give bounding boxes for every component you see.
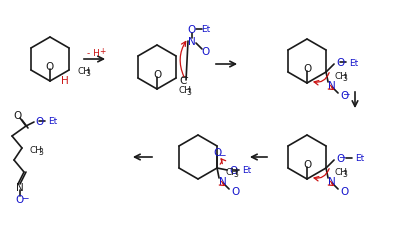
Text: CH: CH <box>30 146 43 155</box>
Text: O: O <box>303 159 311 169</box>
Text: H: H <box>61 76 69 86</box>
Text: O: O <box>201 47 209 57</box>
Text: O: O <box>336 153 344 163</box>
Text: O: O <box>35 116 43 126</box>
Text: O: O <box>303 64 311 74</box>
Text: 3: 3 <box>233 170 238 179</box>
Text: O: O <box>153 70 161 80</box>
Text: Et: Et <box>355 154 364 163</box>
Text: CH: CH <box>225 168 238 177</box>
Text: −: − <box>342 89 350 98</box>
Text: 3: 3 <box>186 88 191 97</box>
Text: Et: Et <box>48 117 57 126</box>
Text: N: N <box>328 176 336 186</box>
Text: 3: 3 <box>342 170 347 179</box>
Text: N: N <box>328 81 336 91</box>
Text: O: O <box>231 186 239 196</box>
Text: −: − <box>338 152 346 161</box>
Text: - H: - H <box>86 49 100 58</box>
Text: C: C <box>179 76 186 86</box>
Text: O: O <box>13 110 21 121</box>
Text: 3: 3 <box>38 148 43 157</box>
Text: −: − <box>21 193 29 202</box>
Text: Et: Et <box>242 166 251 175</box>
Text: CH: CH <box>77 67 90 76</box>
Text: 3: 3 <box>85 69 90 78</box>
Text: +: + <box>99 46 105 55</box>
Text: Et: Et <box>349 58 358 67</box>
Text: O: O <box>46 62 54 72</box>
Text: O: O <box>213 147 221 157</box>
Text: O: O <box>340 91 348 100</box>
Text: CH: CH <box>334 168 347 177</box>
Text: N: N <box>188 37 196 47</box>
Text: O: O <box>16 194 24 204</box>
Text: O: O <box>340 186 348 196</box>
Text: O: O <box>188 25 196 35</box>
Text: CH: CH <box>334 72 347 81</box>
Text: −: − <box>181 73 189 83</box>
Text: 3: 3 <box>342 74 347 83</box>
Text: N: N <box>16 182 24 192</box>
Text: O: O <box>229 165 237 175</box>
Text: CH: CH <box>178 86 191 95</box>
Text: N: N <box>219 176 227 186</box>
Text: Et: Et <box>201 25 211 34</box>
Text: −: − <box>218 150 226 159</box>
Text: O: O <box>336 58 344 68</box>
